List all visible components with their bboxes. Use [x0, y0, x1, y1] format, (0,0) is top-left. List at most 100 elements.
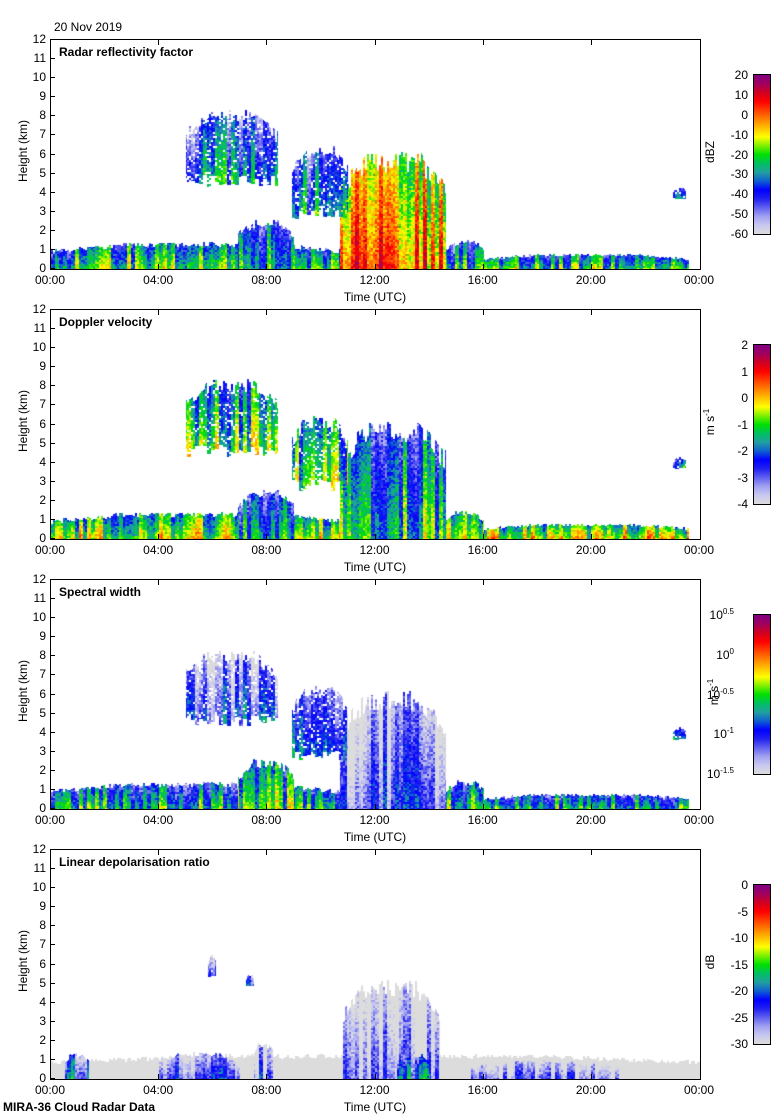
x-tick-mark [374, 580, 376, 585]
x-tick-label: 12:00 [359, 273, 390, 287]
y-tick-label: 3 [39, 743, 46, 758]
x-tick-label: 00:00 [34, 543, 66, 557]
x-tick-label: 16:00 [467, 543, 498, 557]
y-tick-label: 2 [39, 1032, 46, 1047]
panel-title: Radar reflectivity factor [59, 45, 194, 59]
x-tick-mark [374, 310, 376, 315]
y-tick-mark [50, 115, 55, 117]
x-tick-mark [590, 534, 592, 539]
y-tick-label: 12 [32, 302, 46, 316]
x-tick-label: 20:00 [575, 273, 606, 287]
y-tick-label: 1 [39, 781, 46, 796]
x-tick-label: 08:00 [251, 813, 282, 827]
x-tick-label: 08:00 [251, 543, 282, 557]
y-tick-label: 12 [32, 32, 46, 46]
y-tick-label: 1 [39, 241, 46, 256]
x-tick-mark [374, 534, 376, 539]
y-tick-mark [50, 617, 55, 619]
colorbar-tick-label: -50 [730, 207, 748, 222]
y-tick-mark [50, 538, 55, 539]
panel-title: Doppler velocity [59, 315, 153, 329]
colorbar-unit-label: m s-1 [702, 408, 717, 436]
x-tick-mark [482, 310, 484, 315]
y-tick-mark [50, 674, 55, 676]
x-tick-mark [158, 580, 160, 585]
y-tick-mark [50, 887, 55, 889]
x-tick-label: 00:00 [683, 1083, 715, 1097]
colorbar-tick-label: 0 [741, 107, 748, 122]
y-tick-label: 1 [39, 511, 46, 526]
colorbar-tick-label: -60 [730, 227, 748, 241]
x-tick-mark [374, 850, 376, 855]
x-tick-label: 00:00 [34, 813, 66, 827]
footer-title: MIRA-36 Cloud Radar Data [3, 1100, 156, 1114]
x-tick-label: 04:00 [143, 1083, 174, 1097]
y-tick-label: 4 [39, 454, 46, 469]
colorbar-tick-label: 100 [716, 646, 734, 662]
x-tick-label: 16:00 [467, 273, 498, 287]
plot-area: Doppler velocity [50, 309, 701, 540]
y-tick-label: 8 [39, 648, 46, 663]
x-axis-label: Time (UTC) [343, 560, 407, 574]
x-tick-mark [266, 534, 268, 539]
y-tick-label: 9 [39, 89, 46, 104]
x-tick-label: 04:00 [143, 273, 174, 287]
x-tick-mark [482, 804, 484, 809]
x-tick-label: 16:00 [467, 813, 498, 827]
y-tick-label: 5 [39, 435, 46, 450]
y-tick-mark [50, 868, 55, 870]
x-tick-mark [590, 1074, 592, 1079]
colorbar-tick-label: -10 [730, 127, 748, 142]
y-tick-label: 0 [39, 801, 46, 815]
y-tick-mark [50, 499, 55, 501]
colorbar-tick-label: -1 [737, 417, 748, 432]
colorbar-tick-label: 0 [741, 391, 748, 405]
y-tick-label: 2 [39, 762, 46, 777]
colorbar-tick-label: -40 [730, 187, 748, 202]
y-tick-label: 5 [39, 975, 46, 990]
x-tick-mark [590, 40, 592, 45]
x-tick-label: 00:00 [683, 813, 715, 827]
x-tick-mark [590, 580, 592, 585]
y-tick-label: 3 [39, 203, 46, 218]
x-tick-label: 20:00 [575, 813, 606, 827]
x-tick-mark [590, 310, 592, 315]
colorbar-tick-label: 100.5 [709, 607, 734, 622]
y-tick-mark [50, 1039, 55, 1041]
y-tick-label: 0 [39, 261, 46, 275]
x-tick-mark [266, 1074, 268, 1079]
y-tick-mark [50, 134, 55, 136]
panel-title: Linear depolarisation ratio [59, 855, 210, 869]
y-tick-mark [50, 1001, 55, 1003]
x-tick-mark [266, 804, 268, 809]
colorbar-tick-label: -15 [730, 957, 748, 972]
y-tick-mark [50, 461, 55, 463]
x-tick-mark [266, 850, 268, 855]
y-tick-mark [50, 598, 55, 600]
y-tick-label: 8 [39, 378, 46, 393]
colorbar-tick-label: 1 [741, 364, 748, 379]
y-tick-label: 11 [33, 51, 46, 66]
x-tick-mark [266, 264, 268, 269]
x-tick-mark [374, 264, 376, 269]
y-tick-mark [50, 423, 55, 425]
x-tick-label: 00:00 [34, 1083, 66, 1097]
y-tick-label: 9 [39, 359, 46, 374]
colorbar-tick-label: 10-1 [713, 726, 734, 742]
y-tick-mark [50, 404, 55, 406]
y-tick-label: 7 [39, 667, 46, 682]
y-tick-mark [50, 210, 55, 212]
y-tick-mark [50, 788, 55, 790]
y-tick-mark [50, 366, 55, 368]
x-tick-mark [590, 804, 592, 809]
heatmap-canvas [51, 580, 700, 809]
y-tick-label: 10 [32, 610, 46, 625]
x-axis-label: Time (UTC) [343, 1100, 407, 1114]
x-tick-mark [158, 40, 160, 45]
y-tick-mark [50, 906, 55, 908]
colorbar-tick-label: -3 [737, 470, 748, 485]
x-tick-mark [158, 850, 160, 855]
y-tick-label: 9 [39, 899, 46, 914]
y-tick-mark [50, 693, 55, 695]
chart-panel: Spectral width 0 1 2 3 4 5 6 7 8 9 10 11 12 00:00 04:00… [0, 573, 780, 849]
